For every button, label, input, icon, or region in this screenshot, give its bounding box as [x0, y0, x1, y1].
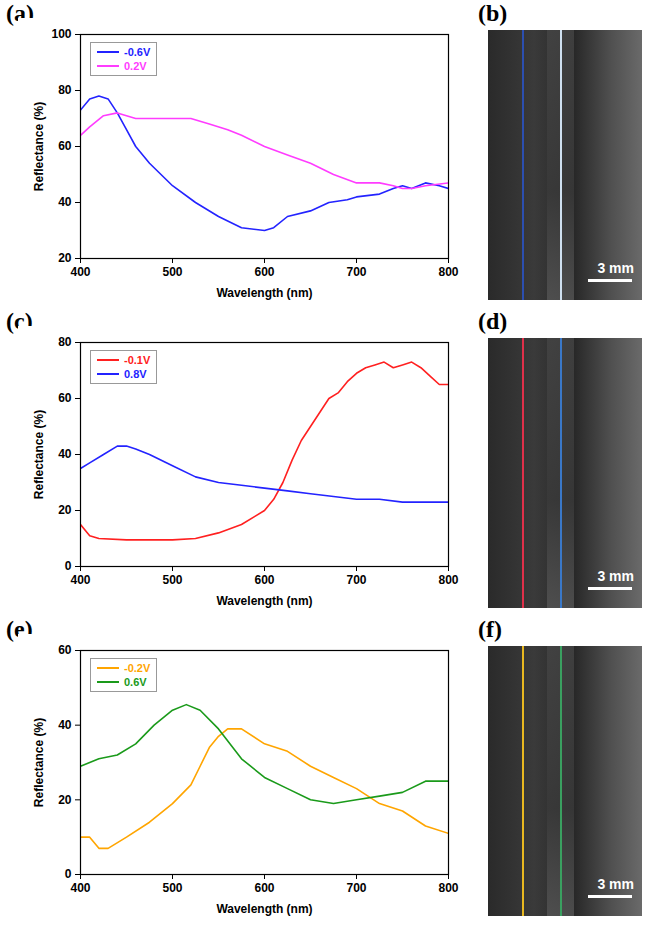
html-text:3 mm: 3 mm: [597, 260, 634, 276]
svg-text:600: 600: [254, 265, 274, 279]
html-text:(f): (f): [478, 616, 502, 642]
html-text:(b): (b): [478, 0, 508, 26]
html-text:(d): (d): [478, 308, 508, 334]
html-text:0.6V: 0.6V: [124, 676, 147, 688]
svg-text:Reflectance (%): Reflectance (%): [32, 718, 46, 807]
svg-text:40: 40: [58, 195, 72, 209]
html-text:-0.2V: -0.2V: [124, 662, 151, 674]
svg-text:Wavelength (nm): Wavelength (nm): [216, 902, 312, 916]
svg-text:0: 0: [65, 867, 72, 881]
svg-text:400: 400: [70, 265, 90, 279]
svg-text:40: 40: [58, 718, 72, 732]
svg-text:Wavelength (nm): Wavelength (nm): [216, 594, 312, 608]
svg-text:80: 80: [58, 83, 72, 97]
svg-text:800: 800: [438, 573, 458, 587]
svg-text:500: 500: [162, 881, 182, 895]
svg-text:800: 800: [438, 881, 458, 895]
svg-text:Reflectance (%): Reflectance (%): [32, 410, 46, 499]
svg-text:400: 400: [70, 573, 90, 587]
html-text:(a): (a): [6, 0, 34, 26]
svg-text:500: 500: [162, 573, 182, 587]
svg-text:Reflectance (%): Reflectance (%): [32, 102, 46, 191]
html-text:0.2V: 0.2V: [124, 60, 147, 72]
svg-text:80: 80: [58, 335, 72, 349]
svg-text:800: 800: [438, 265, 458, 279]
svg-text:600: 600: [254, 573, 274, 587]
html-text:(e): (e): [6, 616, 33, 642]
svg-text:40: 40: [58, 447, 72, 461]
svg-text:60: 60: [58, 391, 72, 405]
svg-text:20: 20: [58, 251, 72, 265]
html-text:(c): (c): [6, 308, 33, 334]
svg-text:100: 100: [51, 27, 71, 41]
svg-text:500: 500: [162, 265, 182, 279]
html-text:3 mm: 3 mm: [597, 876, 634, 892]
html-text:3 mm: 3 mm: [597, 568, 634, 584]
html-text:-0.6V: -0.6V: [124, 46, 151, 58]
svg-text:Wavelength (nm): Wavelength (nm): [216, 286, 312, 300]
svg-text:60: 60: [58, 139, 72, 153]
svg-text:700: 700: [346, 265, 366, 279]
html-text:0.8V: 0.8V: [124, 368, 147, 380]
svg-text:60: 60: [58, 643, 72, 657]
svg-text:600: 600: [254, 881, 274, 895]
svg-text:0: 0: [65, 559, 72, 573]
svg-text:20: 20: [58, 793, 72, 807]
svg-text:20: 20: [58, 503, 72, 517]
svg-text:700: 700: [346, 881, 366, 895]
svg-text:700: 700: [346, 573, 366, 587]
html-text:-0.1V: -0.1V: [124, 354, 151, 366]
svg-text:400: 400: [70, 881, 90, 895]
